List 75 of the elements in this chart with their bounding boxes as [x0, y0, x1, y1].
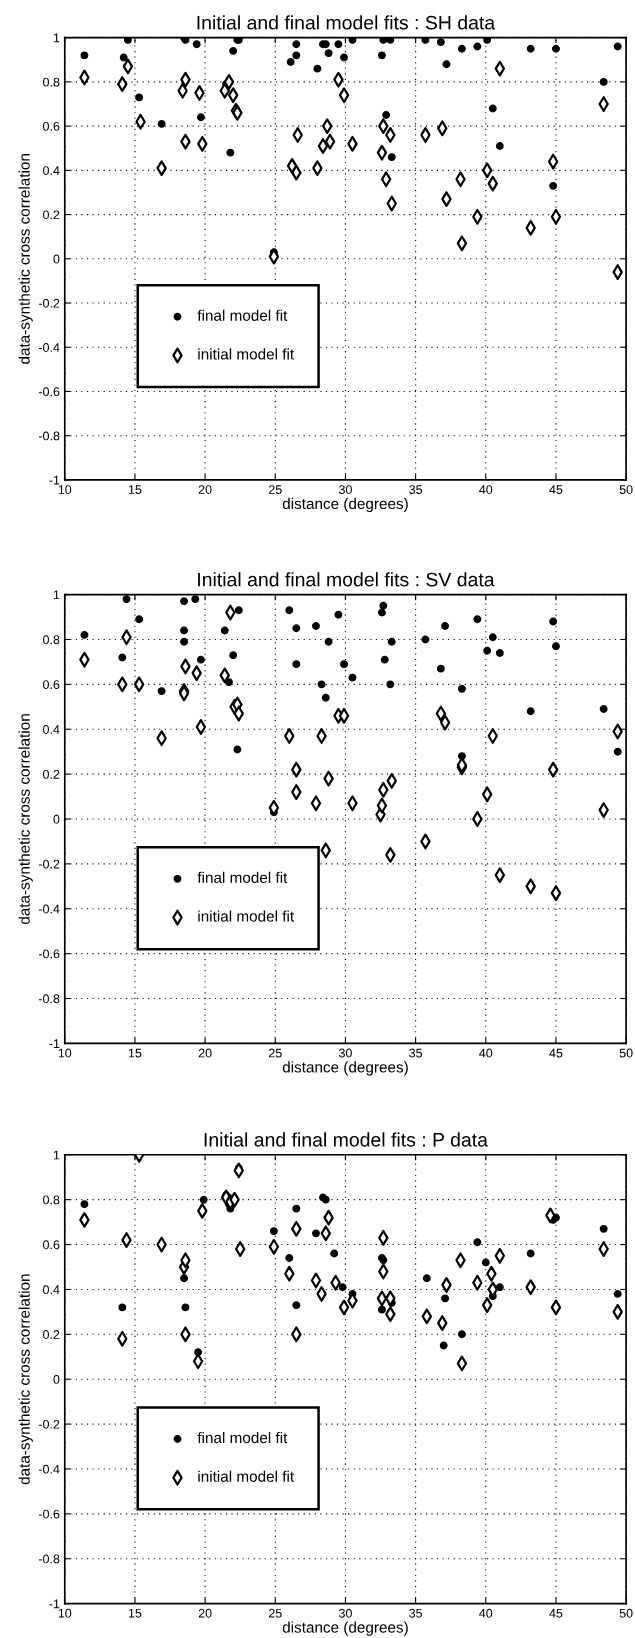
- y-tick-label: -0.8: [38, 994, 60, 1004]
- y-axis-title: data-synthetic cross correlation: [18, 714, 33, 925]
- x-tick-label: 40: [479, 1048, 493, 1058]
- y-tick-label: -0.8: [38, 1554, 60, 1564]
- y-tick-label: 0.2: [43, 210, 60, 220]
- y-tick-label: -0.2: [38, 859, 60, 869]
- x-tick-label: 30: [338, 485, 352, 494]
- x-tick-label: 15: [128, 1048, 142, 1058]
- x-axis-title: distance (degrees): [282, 1061, 408, 1076]
- x-axis-title: distance (degrees): [282, 497, 408, 513]
- x-tick-label: 20: [198, 1608, 212, 1618]
- chart-title: Initial and final model fits : SH data: [197, 15, 496, 30]
- y-tick-label: 0.4: [43, 725, 60, 734]
- x-tick-label: 15: [128, 1608, 142, 1618]
- y-axis-title: data-synthetic cross correlation: [18, 154, 33, 364]
- x-tick-label: 25: [268, 485, 282, 494]
- y-tick-label: 1: [53, 1150, 60, 1160]
- y-tick-label: -1: [49, 1599, 60, 1609]
- x-tick-label: 50: [619, 1608, 633, 1618]
- x-tick-label: 20: [198, 485, 212, 494]
- legend-label: final model fit: [197, 1431, 288, 1444]
- y-tick-label: 0.8: [43, 77, 60, 87]
- y-tick-label: -0.4: [38, 343, 60, 352]
- y-tick-label: 0.4: [43, 1285, 60, 1295]
- y-tick-label: 0.2: [43, 1330, 60, 1339]
- x-tick-label: 10: [58, 1048, 72, 1058]
- x-tick-label: 50: [619, 485, 633, 494]
- x-axis-title: distance (degrees): [282, 1621, 408, 1636]
- legend-label: initial model fit: [198, 348, 295, 360]
- x-tick-label: 50: [619, 1048, 633, 1058]
- chart-title: Initial and final model fits : P data: [204, 1132, 488, 1147]
- y-tick-label: -0.8: [38, 431, 60, 441]
- legend-label: final model fit: [197, 871, 288, 884]
- x-tick-label: 20: [198, 1048, 212, 1058]
- y-axis-title: data-synthetic cross correlation: [18, 1274, 33, 1485]
- y-tick-label: -0.6: [38, 387, 60, 397]
- y-tick-label: -0.2: [38, 298, 60, 308]
- x-tick-label: 35: [409, 1608, 423, 1618]
- x-tick-label: 35: [409, 485, 423, 494]
- x-tick-label: 10: [58, 485, 72, 494]
- y-tick-label: -0.4: [38, 904, 60, 914]
- y-tick-label: 1: [53, 33, 60, 43]
- x-tick-label: 10: [58, 1608, 72, 1618]
- y-tick-label: 0: [53, 814, 60, 824]
- legend-label: initial model fit: [198, 910, 295, 922]
- y-tick-label: 0.6: [43, 1240, 60, 1250]
- y-tick-label: 0: [53, 254, 60, 264]
- x-tick-label: 25: [268, 1608, 282, 1618]
- y-tick-label: 0.6: [43, 121, 60, 131]
- y-tick-label: 1: [53, 590, 60, 600]
- x-tick-label: 40: [479, 1608, 493, 1618]
- y-tick-label: -1: [49, 475, 60, 485]
- y-tick-label: 0.4: [43, 166, 60, 175]
- x-tick-label: 45: [549, 1048, 563, 1058]
- legend-label: final model fit: [197, 309, 288, 321]
- y-tick-label: -0.6: [38, 1509, 60, 1519]
- x-tick-label: 30: [338, 1608, 352, 1618]
- y-tick-label: 0.8: [43, 1195, 60, 1205]
- y-tick-label: -0.6: [38, 949, 60, 959]
- x-tick-label: 25: [268, 1048, 282, 1058]
- chart-title: Initial and final model fits : SV data: [198, 572, 495, 587]
- y-tick-label: -0.4: [38, 1464, 60, 1474]
- legend-label: initial model fit: [198, 1470, 295, 1482]
- y-tick-label: 0.6: [43, 680, 60, 690]
- y-tick-label: -0.2: [38, 1419, 60, 1429]
- y-tick-label: 0.2: [43, 769, 60, 779]
- x-tick-label: 35: [409, 1048, 423, 1058]
- y-tick-label: 0: [53, 1375, 60, 1384]
- y-tick-label: 0.8: [43, 635, 60, 645]
- x-tick-label: 15: [128, 485, 142, 494]
- x-tick-label: 40: [479, 485, 493, 494]
- x-tick-label: 30: [338, 1048, 352, 1058]
- x-tick-label: 45: [549, 1608, 563, 1618]
- y-tick-label: -1: [49, 1039, 60, 1048]
- x-tick-label: 45: [549, 485, 563, 494]
